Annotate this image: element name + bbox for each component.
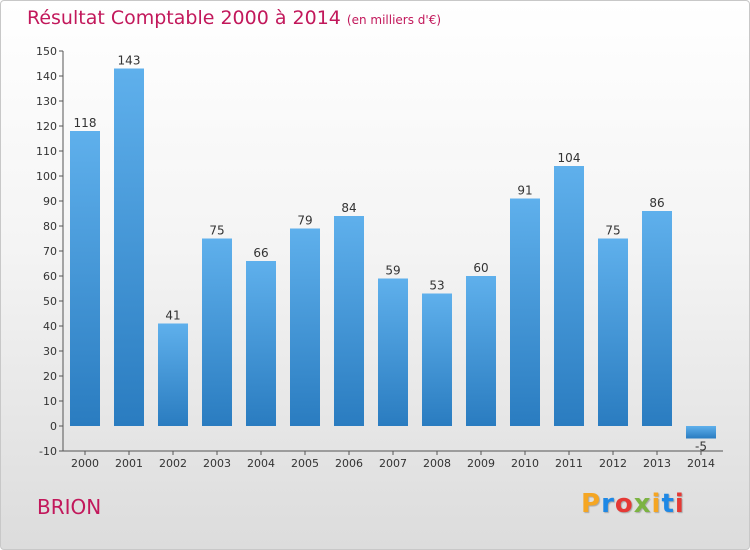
y-tick-label: 80 <box>43 220 57 233</box>
bar-2007 <box>378 278 408 426</box>
data-label-2008: 53 <box>429 279 444 293</box>
data-label-2004: 66 <box>253 246 268 260</box>
x-tick-label-2001: 2001 <box>115 457 143 470</box>
y-tick-label: 140 <box>36 70 57 83</box>
bar-2012 <box>598 238 628 426</box>
bar-2006 <box>334 216 364 426</box>
y-tick-label: 60 <box>43 270 57 283</box>
data-label-2011: 104 <box>558 151 581 165</box>
chart-title: Résultat Comptable 2000 à 2014 (en millie… <box>27 7 441 29</box>
x-tick-label-2011: 2011 <box>555 457 583 470</box>
data-label-2003: 75 <box>209 224 224 238</box>
x-tick-label-2005: 2005 <box>291 457 319 470</box>
data-label-2000: 118 <box>74 116 97 130</box>
logo-letter: x <box>633 489 652 519</box>
chart-title-text: Résultat Comptable 2000 à 2014 <box>27 7 341 29</box>
y-tick-label: 90 <box>43 195 57 208</box>
logo-letter: o <box>614 489 634 519</box>
x-tick-label-2006: 2006 <box>335 457 363 470</box>
bars <box>70 68 716 439</box>
x-tick-label-2007: 2007 <box>379 457 407 470</box>
x-tick-label-2009: 2009 <box>467 457 495 470</box>
x-tick-label-2014: 2014 <box>687 457 715 470</box>
y-tick-label: -10 <box>39 445 57 458</box>
y-tick-label: 100 <box>36 170 57 183</box>
y-tick-label: 10 <box>43 395 57 408</box>
x-tick-label-2008: 2008 <box>423 457 451 470</box>
y-tick-label: 110 <box>36 145 57 158</box>
data-label-2005: 79 <box>297 214 312 228</box>
bar-2005 <box>290 228 320 426</box>
bar-2003 <box>202 238 232 426</box>
proxiti-logo: Proxiti <box>581 489 685 519</box>
data-label-2010: 91 <box>517 184 532 198</box>
bar-2000 <box>70 131 100 426</box>
bar-2010 <box>510 198 540 426</box>
y-tick-label: 130 <box>36 95 57 108</box>
unit-note: (en milliers d'€) <box>346 13 442 27</box>
axes: -10 0 10 20 30 40 50 60 70 80 90 100 110 120 130 140 150… <box>36 45 723 470</box>
data-label-2009: 60 <box>473 261 488 275</box>
logo-letter: i <box>674 489 685 519</box>
y-tick-label: 70 <box>43 245 57 258</box>
bar-2009 <box>466 276 496 426</box>
data-label-2006: 84 <box>341 201 356 215</box>
logo-letter: i <box>651 489 662 519</box>
y-tick-label: 20 <box>43 370 57 383</box>
bar-2013 <box>642 211 672 426</box>
logo-letter: t <box>661 489 675 519</box>
data-label-2012: 75 <box>605 224 620 238</box>
x-tick-label-2000: 2000 <box>71 457 99 470</box>
x-tick-label-2012: 2012 <box>599 457 627 470</box>
bar-2001 <box>114 68 144 426</box>
bar-2014 <box>686 426 716 439</box>
x-tick-label-2003: 2003 <box>203 457 231 470</box>
location-name: BRION <box>37 495 102 519</box>
bar-2002 <box>158 323 188 426</box>
y-tick-label: 0 <box>50 420 57 433</box>
y-tick-label: 50 <box>43 295 57 308</box>
data-label-2014: -5 <box>695 440 707 454</box>
y-tick-label: 150 <box>36 45 57 58</box>
y-tick-label: 40 <box>43 320 57 333</box>
data-label-2007: 59 <box>385 264 400 278</box>
x-tick-label-2010: 2010 <box>511 457 539 470</box>
y-tick-label: 120 <box>36 120 57 133</box>
data-labels: 118 143 41 75 66 79 84 59 53 60 91 104 75 86 -5 <box>74 54 707 454</box>
x-tick-label-2013: 2013 <box>643 457 671 470</box>
bar-2008 <box>422 293 452 426</box>
data-label-2013: 86 <box>649 196 664 210</box>
x-tick-label-2004: 2004 <box>247 457 275 470</box>
logo-letter: P <box>581 489 602 519</box>
logo-letter: r <box>601 489 615 519</box>
y-tick-label: 30 <box>43 345 57 358</box>
data-label-2002: 41 <box>165 309 180 323</box>
x-tick-label-2002: 2002 <box>159 457 187 470</box>
bar-2004 <box>246 261 276 426</box>
bar-2011 <box>554 166 584 426</box>
data-label-2001: 143 <box>118 54 141 68</box>
